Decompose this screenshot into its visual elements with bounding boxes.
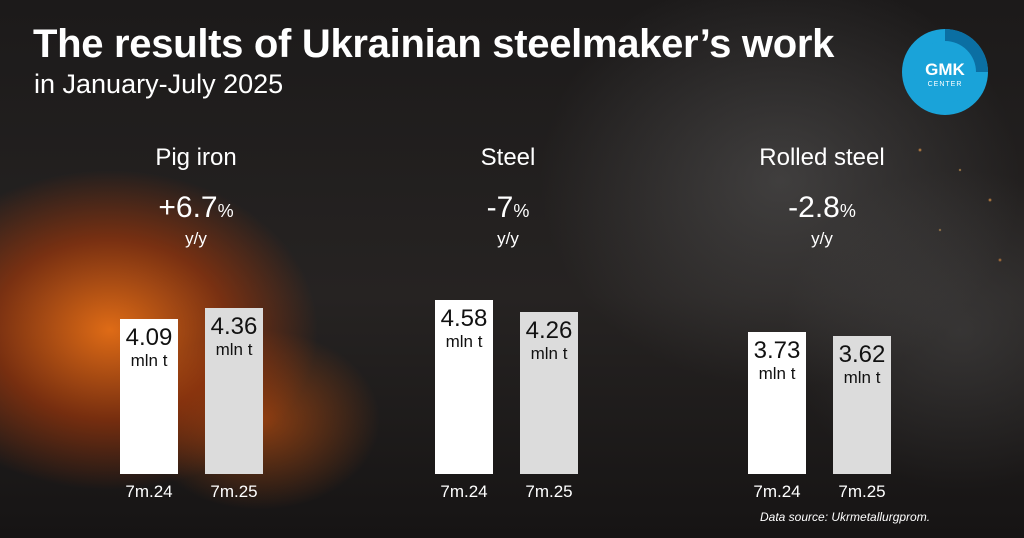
- panel-title: Rolled steel: [759, 144, 885, 171]
- category-label: 7m.24: [125, 482, 173, 501]
- category-label: 7m.25: [525, 482, 573, 501]
- bar-value-label: 4.26: [525, 317, 573, 344]
- change-number: -7: [486, 191, 514, 224]
- bar-7m24: 4.58 mln t: [435, 300, 493, 474]
- bar-group: 4.09 mln t 4.36 mln t 7m.24 7m.25: [66, 140, 326, 500]
- bar-value-label: 4.36: [210, 313, 258, 340]
- panel-pig-iron: Pig iron +6.7% y/y 4.09 mln t 4.36 mln t…: [66, 140, 326, 500]
- bar-7m25: 4.26 mln t: [520, 312, 578, 474]
- change-value: +6.7%: [66, 193, 326, 223]
- bar-7m25: 4.36 mln t: [205, 308, 263, 474]
- bar-unit-label: mln t: [215, 340, 253, 359]
- change-number: +6.7: [158, 191, 218, 224]
- logo-main-text: GMK: [925, 60, 965, 79]
- bar-7m24: 4.09 mln t: [120, 319, 178, 474]
- bar-7m25: 3.62 mln t: [833, 336, 891, 474]
- bar-unit-label: mln t: [758, 364, 796, 383]
- category-label: 7m.25: [210, 482, 258, 501]
- panel-title: Steel: [480, 144, 536, 171]
- bar-value-label: 3.62: [838, 341, 886, 368]
- logo-ring-icon: [902, 29, 988, 115]
- category-label: 7m.25: [838, 482, 886, 501]
- panel-steel: Steel -7% y/y 4.58 mln t 4.26 mln t 7m.2…: [378, 140, 638, 500]
- background-sparks: [900, 120, 1024, 320]
- change-percent-sign: %: [839, 201, 856, 221]
- logo-sub-text: CENTER: [927, 81, 963, 88]
- data-source-note: Data source: Ukrmetallurgprom.: [760, 510, 931, 524]
- category-label: 7m.24: [753, 482, 801, 501]
- bar-unit-label: mln t: [445, 332, 483, 351]
- category-label: 7m.24: [440, 482, 488, 501]
- bar-unit-label: mln t: [530, 344, 568, 363]
- change-value: -2.8%: [692, 193, 952, 223]
- gmk-center-logo: GMK CENTER: [900, 27, 990, 117]
- bar-unit-label: mln t: [843, 368, 881, 387]
- yoy-label: y/y: [185, 229, 207, 248]
- change-number: -2.8: [788, 191, 840, 224]
- yoy-label: y/y: [811, 229, 833, 248]
- panel-title: Pig iron: [155, 144, 237, 171]
- change-value: -7%: [378, 193, 638, 223]
- bar-group: 4.58 mln t 4.26 mln t 7m.24 7m.25: [378, 140, 638, 500]
- chart-title: The results of Ukrainian steelmaker’s wo…: [33, 22, 835, 66]
- bar-unit-label: mln t: [130, 351, 168, 370]
- change-percent-sign: %: [513, 201, 530, 221]
- bar-7m24: 3.73 mln t: [748, 332, 806, 474]
- bar-value-label: 4.09: [125, 324, 173, 351]
- bar-value-label: 3.73: [753, 337, 801, 364]
- bar-value-label: 4.58: [440, 305, 488, 332]
- bar-group: 3.73 mln t 3.62 mln t 7m.24 7m.25: [692, 140, 952, 500]
- panel-rolled-steel: Rolled steel -2.8% y/y 3.73 mln t 3.62 m…: [692, 140, 952, 500]
- chart-subtitle: in January-July 2025: [34, 69, 284, 99]
- yoy-label: y/y: [497, 229, 519, 248]
- change-percent-sign: %: [217, 201, 234, 221]
